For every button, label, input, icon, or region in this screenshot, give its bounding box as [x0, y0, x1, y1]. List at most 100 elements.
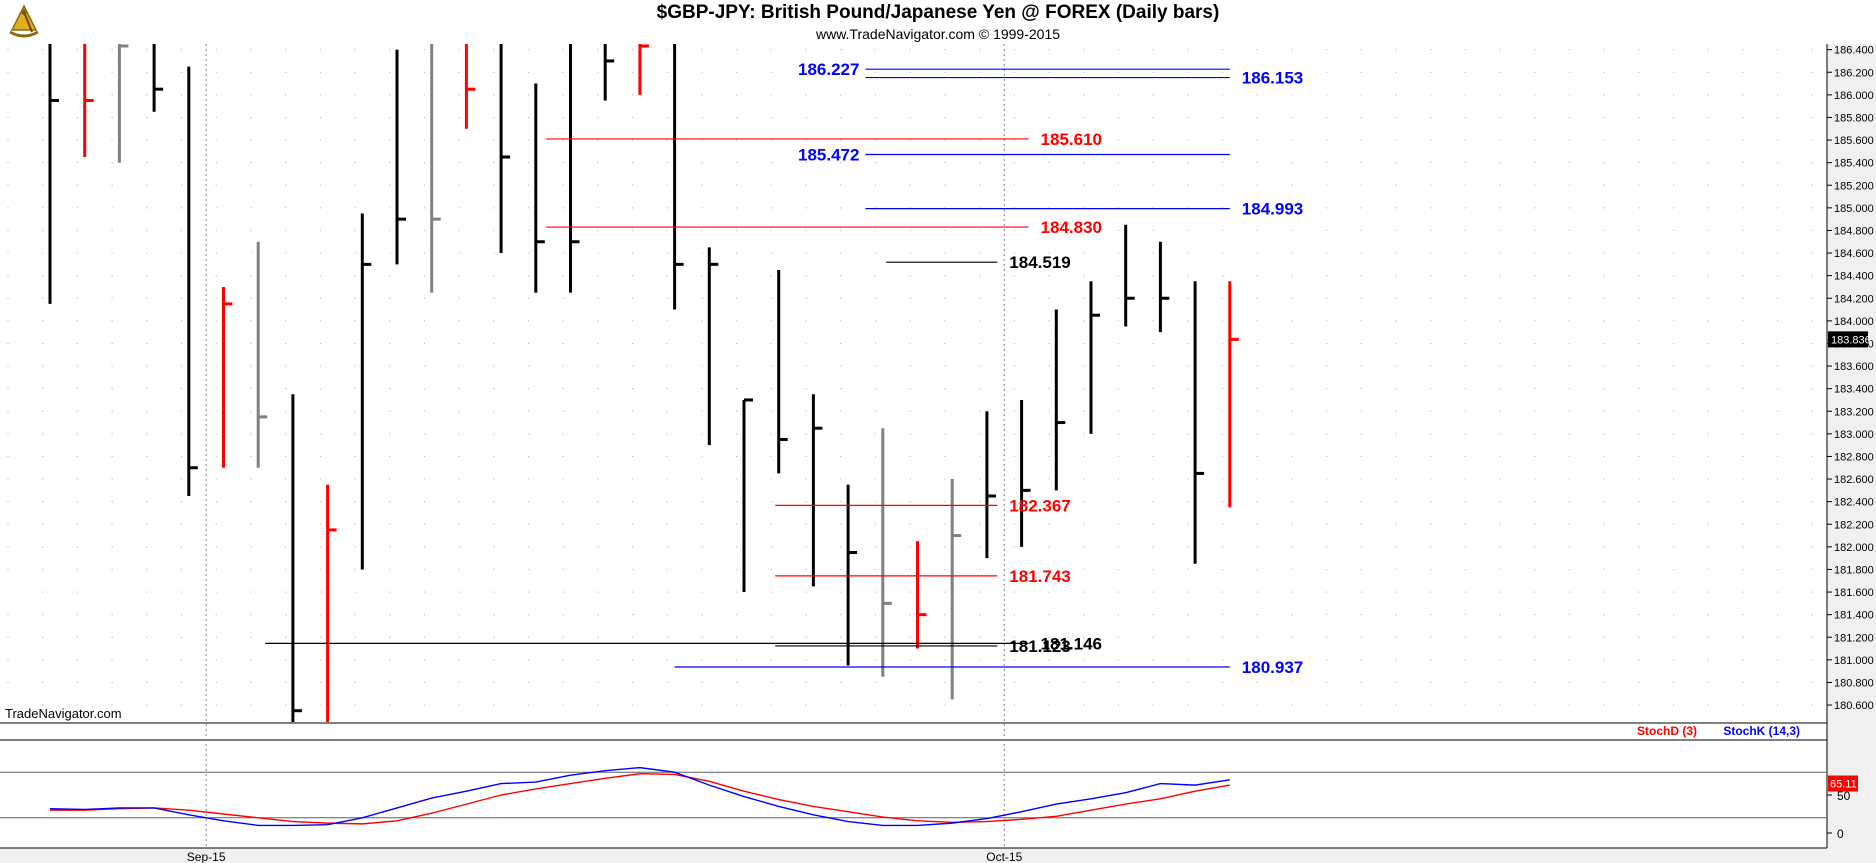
grid-dot [146, 478, 148, 480]
grid-dot [111, 297, 113, 299]
grid-dot [76, 275, 78, 277]
grid-dot [632, 297, 634, 299]
grid-dot [7, 139, 9, 141]
grid-dot [1013, 94, 1015, 96]
grid-dot [1534, 207, 1536, 209]
grid-dot [666, 568, 668, 571]
grid-dot [701, 636, 703, 638]
grid-dot [111, 229, 113, 232]
grid-dot [736, 207, 738, 209]
grid-dot [1048, 636, 1050, 638]
grid-dot [1499, 184, 1501, 186]
grid-dot [666, 410, 668, 412]
grid-dot [1742, 681, 1744, 684]
grid-dot [1187, 523, 1189, 525]
grid-dot [979, 591, 981, 593]
grid-dot [1048, 94, 1050, 96]
grid-dot [701, 342, 703, 345]
grid-dot [1638, 455, 1640, 458]
grid-dot [1673, 71, 1675, 73]
grid-dot [389, 94, 391, 96]
grid-dot [1117, 297, 1119, 299]
grid-dot [562, 252, 564, 254]
grid-dot [285, 433, 287, 435]
grid-dot [1464, 162, 1466, 164]
grid-dot [42, 433, 44, 435]
grid-dot [1811, 116, 1813, 119]
grid-dot [979, 116, 981, 119]
grid-dot [632, 207, 634, 209]
grid-dot [805, 388, 807, 390]
grid-dot [805, 275, 807, 277]
grid-dot [285, 342, 287, 345]
grid-dot [1256, 433, 1258, 435]
grid-dot [909, 410, 911, 412]
grid-dot [1326, 162, 1328, 164]
grid-dot [458, 523, 460, 525]
grid-dot [180, 365, 183, 367]
grid-dot [1777, 184, 1779, 186]
grid-dot [76, 433, 78, 435]
grid-dot [1499, 681, 1501, 684]
grid-dot [527, 71, 530, 73]
grid-dot [701, 320, 703, 322]
grid-dot [319, 207, 321, 209]
grid-dot [319, 49, 321, 51]
grid-dot [597, 501, 599, 503]
grid-dot [389, 297, 391, 299]
grid-dot [1742, 365, 1744, 367]
grid-dot [632, 184, 634, 186]
grid-dot [111, 162, 113, 164]
price-level-label: 184.830 [1041, 218, 1102, 237]
grid-dot [1673, 636, 1675, 638]
grid-dot [1673, 94, 1675, 96]
grid-dot [840, 546, 842, 548]
grid-dot [423, 433, 425, 435]
grid-dot [1707, 49, 1709, 51]
grid-dot [1603, 229, 1605, 232]
grid-dot [1568, 591, 1571, 593]
grid-dot [1291, 162, 1293, 164]
grid-dot [1395, 49, 1397, 51]
grid-dot [180, 388, 183, 390]
grid-dot [736, 49, 738, 51]
grid-dot [493, 207, 495, 209]
grid-dot [944, 229, 946, 232]
grid-dot [736, 116, 738, 119]
grid-dot [1742, 162, 1744, 164]
y-tick-label: 181.800 [1834, 564, 1874, 576]
grid-dot [805, 614, 807, 616]
grid-dot [562, 501, 564, 503]
grid-dot [250, 49, 252, 51]
grid-dot [319, 342, 321, 345]
grid-dot [215, 229, 217, 232]
grid-dot [354, 342, 356, 345]
grid-dot [1568, 704, 1571, 706]
grid-dot [42, 614, 44, 616]
grid-dot [666, 49, 668, 51]
grid-dot [701, 139, 703, 141]
grid-dot [389, 320, 391, 322]
grid-dot [1742, 704, 1744, 706]
grid-dot [319, 455, 321, 458]
grid-dot [597, 433, 599, 435]
grid-dot [1811, 410, 1813, 412]
grid-dot [1048, 297, 1050, 299]
grid-dot [874, 659, 877, 661]
grid-dot [146, 229, 148, 232]
grid-dot [180, 116, 183, 119]
grid-dot [1777, 207, 1779, 209]
grid-dot [1013, 614, 1015, 616]
grid-dot [42, 388, 44, 390]
grid-dot [1187, 320, 1189, 322]
grid-dot [1083, 410, 1085, 412]
grid-dot [909, 252, 911, 254]
grid-dot [805, 162, 807, 164]
grid-dot [632, 320, 634, 322]
grid-dot [215, 184, 217, 186]
grid-dot [1256, 704, 1258, 706]
grid-dot [840, 139, 842, 141]
grid-dot [215, 116, 217, 119]
grid-dot [1013, 342, 1015, 345]
grid-dot [389, 162, 391, 164]
